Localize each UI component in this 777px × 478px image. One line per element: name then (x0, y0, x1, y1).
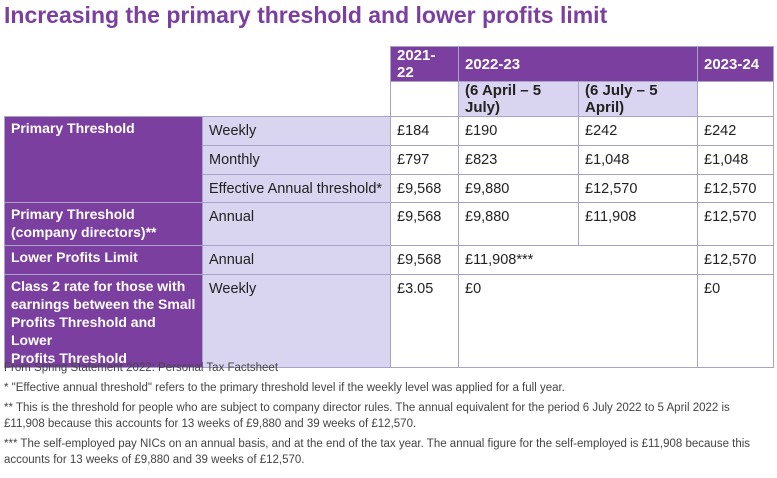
source-note: From Spring Statement 2022: Personal Tax… (4, 362, 279, 374)
footnotes: From Spring Statement 2022: Personal Tax… (4, 360, 772, 472)
table-row: Primary Threshold Weekly £184 £190 £242 … (4, 116, 774, 203)
row-label-line: Profits Threshold (11, 350, 127, 366)
row-label-company-directors: Primary Threshold (company directors)** (4, 202, 203, 246)
subheader-july-april: (6 July – 5 April) (578, 81, 698, 117)
table-row: Primary Threshold (company directors)** … (4, 202, 774, 246)
table-cell: £0 (458, 274, 698, 368)
table-cell: £9,880 (458, 202, 579, 246)
period-label: Effective Annual threshold* (202, 174, 391, 203)
table-cell: £1,048 (697, 145, 774, 175)
table-cell: £823 (458, 145, 579, 175)
table-cell: £12,570 (697, 174, 774, 203)
table-cell: £242 (697, 116, 774, 146)
subheader-empty-2021 (390, 81, 459, 117)
page-title: Increasing the primary threshold and low… (4, 2, 608, 28)
table-cell: £9,568 (390, 202, 459, 246)
subheader-row: (6 April – 5 July) (6 July – 5 April) (4, 81, 774, 117)
row-label-lower-profits-limit: Lower Profits Limit (4, 245, 203, 275)
row-label-line: Class 2 rate for those with (11, 278, 186, 294)
table-row: Class 2 rate for those with earnings bet… (4, 274, 774, 368)
table-cell: £190 (458, 116, 579, 146)
period-label: Weekly (202, 274, 391, 368)
row-label-line: Profits Threshold and Lower (11, 314, 156, 348)
subheader-april-july: (6 April – 5 July) (458, 81, 579, 117)
col-header-2021-22: 2021-22 (390, 46, 459, 82)
table-cell: £11,908*** (458, 245, 698, 275)
col-header-2023-24: 2023-24 (697, 46, 774, 82)
period-label: Annual (202, 245, 391, 275)
period-label: Weekly (202, 116, 391, 146)
table-cell: £12,570 (697, 245, 774, 275)
table-cell: £1,048 (578, 145, 698, 175)
footnote-2: ** This is the threshold for people who … (4, 402, 730, 430)
table-cell: £3.05 (390, 274, 459, 368)
table-cell: £797 (390, 145, 459, 175)
table-cell: £12,570 (697, 202, 774, 246)
row-label-class-2-rate: Class 2 rate for those with earnings bet… (4, 274, 203, 368)
threshold-table: 2021-22 2022-23 2023-24 (6 April – 5 Jul… (4, 46, 774, 368)
table-cell: £9,568 (390, 174, 459, 203)
period-label: Monthly (202, 145, 391, 175)
header-blank (4, 46, 391, 82)
table-row: Effective Annual threshold* £9,568 £9,88… (5, 174, 774, 203)
header-row: 2021-22 2022-23 2023-24 (4, 46, 774, 82)
table-cell: £184 (390, 116, 459, 146)
period-label: Annual (202, 202, 391, 246)
table-row: Lower Profits Limit Annual £9,568 £11,90… (4, 245, 774, 275)
table-cell: £11,908 (578, 202, 698, 246)
subheader-blank (4, 81, 391, 117)
table-cell: £9,880 (458, 174, 579, 203)
table-cell: £242 (578, 116, 698, 146)
row-label-primary-threshold: Primary Threshold (4, 116, 203, 203)
footnote-1: * "Effective annual threshold" refers to… (4, 382, 565, 394)
table-cell: £12,570 (578, 174, 698, 203)
subheader-empty-2023 (697, 81, 774, 117)
row-label-line: Primary Threshold (11, 206, 135, 222)
row-label-line: earnings between the Small (11, 296, 196, 312)
col-header-2022-23: 2022-23 (458, 46, 698, 82)
footnote-3: *** The self-employed pay NICs on an ann… (4, 438, 751, 466)
table-row: Monthly £797 £823 £1,048 £1,048 (5, 145, 774, 175)
table-cell: £0 (697, 274, 774, 368)
row-label-line: (company directors)** (11, 224, 157, 240)
table-cell: £9,568 (390, 245, 459, 275)
